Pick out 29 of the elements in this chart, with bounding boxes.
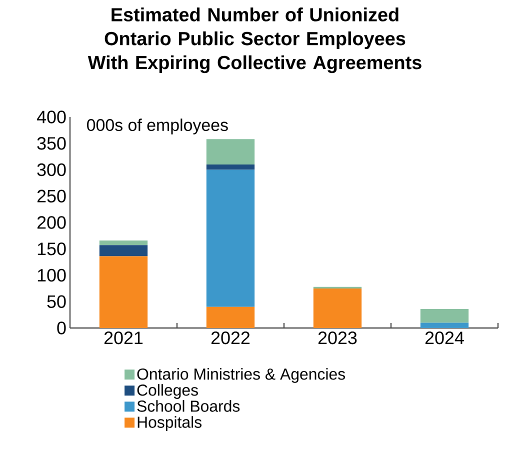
bar [420, 322, 469, 328]
annotation: 000s of employees [87, 118, 228, 134]
bar [99, 245, 148, 256]
y-tick-label: 350 [37, 137, 66, 150]
y-tick-label: 50 [47, 295, 66, 308]
legend-label: Ontario Ministries & Agencies [137, 368, 345, 383]
bar [313, 288, 362, 328]
x-tick-label: 2022 [211, 332, 250, 344]
y-tick-label: 150 [38, 242, 66, 256]
x-tick-label: 2021 [104, 332, 143, 344]
x-tick-label: 2024 [425, 332, 464, 344]
legend-label: Hospitals [138, 416, 202, 432]
bar [420, 309, 469, 323]
bar [206, 139, 255, 164]
bar [99, 256, 148, 328]
y-tick-label: 400 [36, 110, 66, 124]
chart-title: Estimated Number of Unionized Ontario Public Sector Employees With Expiring Collective Agreements [88, 8, 422, 74]
y-tick-label: 100 [38, 268, 66, 282]
y-tick-label: 0 [57, 322, 66, 334]
bar [206, 306, 255, 328]
bar [99, 240, 148, 246]
y-tick-label: 200 [37, 216, 66, 229]
bar [206, 170, 255, 307]
bar [206, 164, 255, 170]
y-tick-label: 250 [37, 190, 66, 202]
legend-label: Colleges [137, 384, 198, 399]
y-tick-label: 300 [37, 163, 66, 176]
x-tick-label: 2023 [318, 332, 357, 344]
legend-label: School Boards [137, 400, 240, 412]
